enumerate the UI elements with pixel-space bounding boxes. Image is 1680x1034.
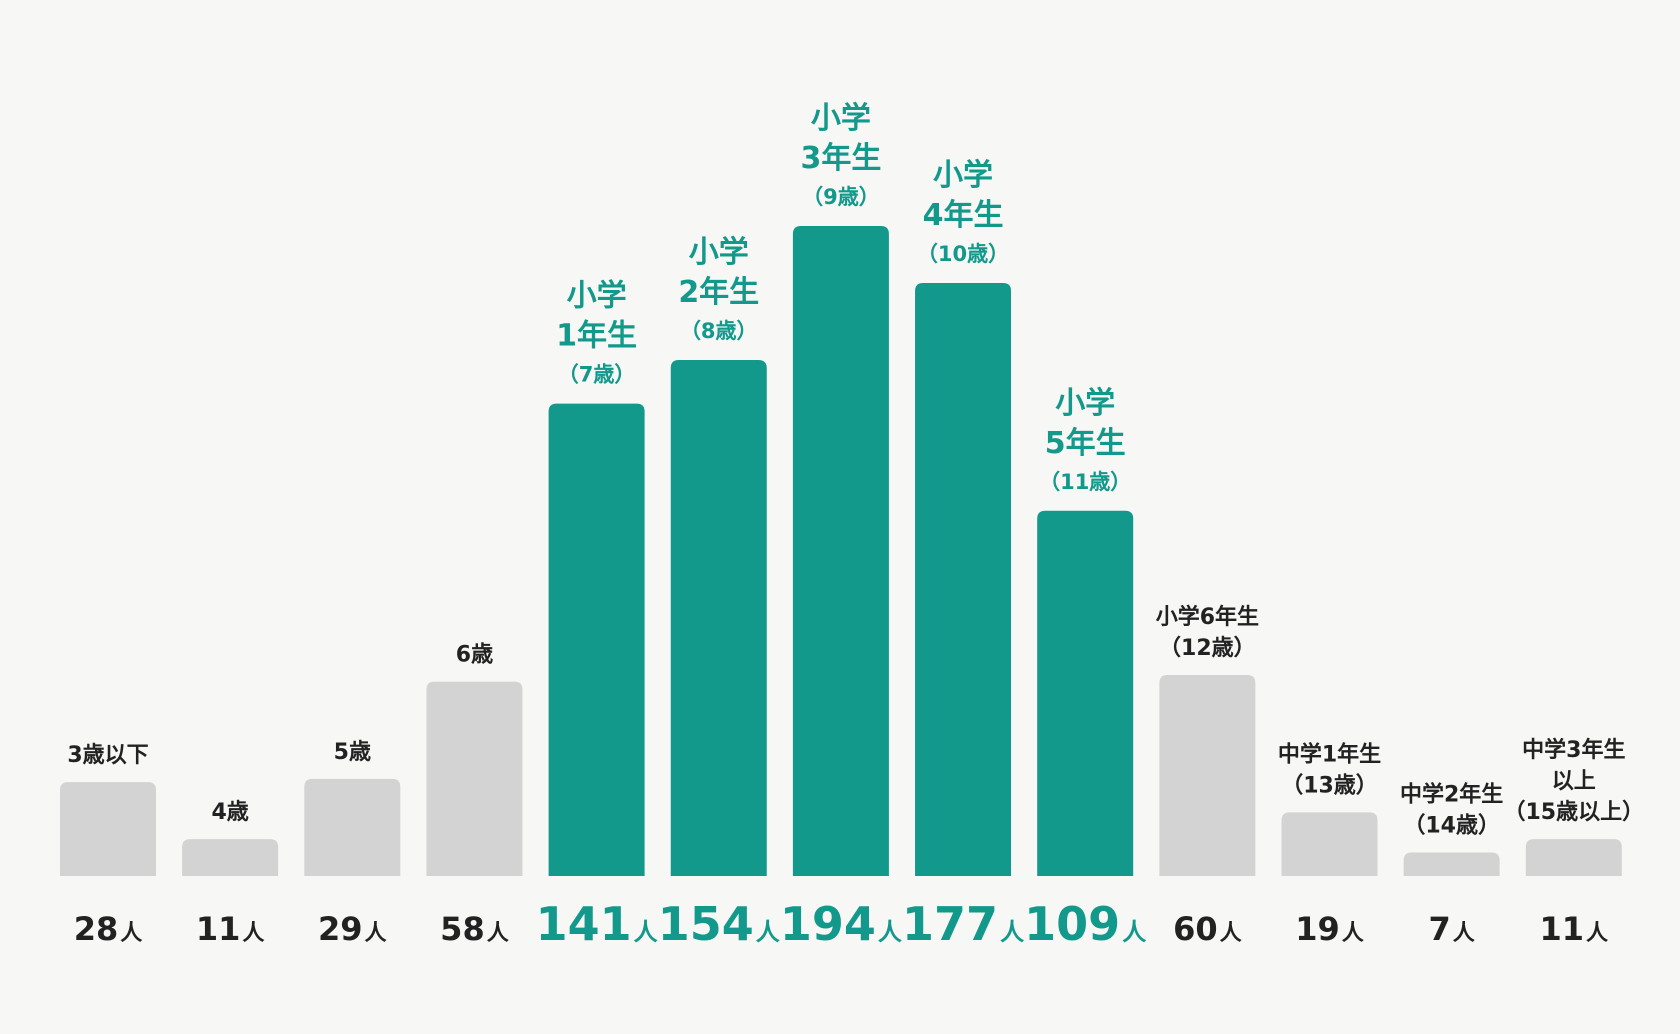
category-label-line-9-1: （12歳） [1159, 636, 1256, 661]
category-label-line-0-0: 3歳以下 [67, 743, 148, 768]
value-label-11: 7人 [1429, 910, 1475, 948]
category-label-line-7-1: 4年生 [923, 198, 1004, 233]
value-label-4: 141人 [536, 897, 658, 951]
bar-11 [1403, 852, 1500, 876]
category-label-age-8: （11歳） [1039, 470, 1131, 494]
value-label-10: 19人 [1295, 910, 1364, 948]
value-label-5: 154人 [658, 897, 780, 951]
category-label-age-5: （8歳） [680, 319, 758, 343]
bar-3 [426, 681, 523, 876]
bar-8 [1037, 510, 1134, 876]
category-label-line-10-1: （13歳） [1281, 773, 1378, 798]
value-label-1: 11人 [196, 910, 265, 948]
value-label-12: 11人 [1540, 910, 1609, 948]
category-label-line-8-0: 小学 [1055, 386, 1115, 421]
value-label-7: 177人 [902, 897, 1024, 951]
category-label-line-12-2: （15歳以上） [1503, 800, 1644, 825]
category-label-line-12-0: 中学3年生 [1522, 737, 1625, 763]
category-label-line-12-1: 以上 [1552, 769, 1596, 794]
category-label-line-9-0: 小学6年生 [1156, 604, 1259, 630]
category-label-line-6-0: 小学 [811, 101, 871, 136]
category-label-line-2-0: 5歳 [334, 740, 371, 765]
category-label-line-8-1: 5年生 [1045, 426, 1126, 461]
value-label-3: 58人 [440, 910, 509, 948]
category-label-line-5-0: 小学 [689, 235, 749, 270]
bar-10 [1281, 812, 1378, 876]
value-label-0: 28人 [74, 910, 143, 948]
bar-4 [548, 403, 645, 876]
category-label-line-6-1: 3年生 [800, 141, 881, 176]
bar-2 [304, 778, 401, 876]
value-label-6: 194人 [780, 897, 902, 951]
category-label-line-3-0: 6歳 [456, 643, 493, 668]
value-label-8: 109人 [1024, 897, 1146, 951]
category-label-age-4: （7歳） [558, 363, 636, 387]
category-label-line-11-1: （14歳） [1403, 814, 1500, 839]
bar-5 [670, 360, 767, 876]
category-label-line-4-1: 1年生 [556, 319, 637, 354]
value-label-9: 60人 [1173, 910, 1242, 948]
bar-12 [1525, 839, 1622, 876]
category-label-line-5-1: 2年生 [678, 275, 759, 310]
category-label-line-10-0: 中学1年生 [1278, 741, 1381, 767]
category-label-line-1-0: 4歳 [211, 800, 248, 825]
category-label-line-4-0: 小学 [567, 279, 627, 314]
category-label-line-11-0: 中学2年生 [1400, 782, 1503, 808]
value-label-2: 29人 [318, 910, 387, 948]
bar-9 [1159, 674, 1256, 876]
bar-1 [182, 839, 279, 876]
bar-0 [60, 782, 156, 876]
bar-7 [915, 282, 1012, 877]
category-label-age-7: （10歳） [917, 242, 1009, 266]
category-label-line-7-0: 小学 [933, 158, 993, 193]
bar-6 [792, 226, 889, 876]
category-label-age-6: （9歳） [802, 185, 880, 209]
